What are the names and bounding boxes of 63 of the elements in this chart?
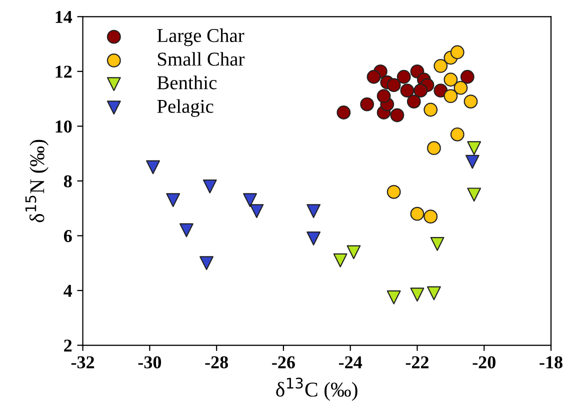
point [460, 70, 474, 84]
point [366, 70, 381, 84]
point [346, 245, 361, 260]
point [146, 160, 160, 174]
point [424, 210, 438, 224]
point [333, 253, 348, 268]
x-tick-label: -18 [540, 356, 562, 368]
point [434, 58, 448, 73]
x-tick-label: -28 [205, 356, 228, 368]
legend-label: Benthic [157, 76, 217, 90]
point [400, 84, 414, 98]
point [360, 97, 374, 112]
y-tick-label: 6 [64, 230, 72, 242]
point [250, 204, 264, 218]
point [386, 184, 401, 199]
point [180, 223, 194, 238]
point [467, 141, 482, 156]
point [410, 206, 424, 221]
point [467, 188, 482, 202]
point [410, 288, 424, 302]
y-tick-label: 14 [56, 10, 72, 23]
y-tick-label: 8 [64, 175, 72, 188]
x-tick-label: -30 [138, 356, 162, 368]
x-tick-label: -22 [406, 356, 428, 368]
point [427, 286, 441, 300]
point [386, 290, 401, 304]
x-tick-label: -26 [272, 356, 295, 368]
point [427, 141, 441, 156]
y-tick-label: 2 [64, 340, 72, 352]
legend-label: Small Char [158, 52, 245, 66]
point [306, 232, 321, 246]
x-tick-label: -24 [338, 356, 362, 368]
point [336, 106, 351, 120]
point [450, 127, 464, 142]
point [406, 94, 421, 108]
point [414, 84, 428, 98]
point [376, 89, 391, 104]
point [450, 45, 464, 60]
y-tick-label: 4 [64, 284, 72, 297]
point [166, 193, 180, 208]
x-tick-label: -20 [472, 356, 496, 368]
point [434, 84, 448, 98]
point [424, 102, 438, 117]
legend-label: Pelagic [157, 99, 214, 117]
point [464, 94, 478, 108]
y-tick-label: 12 [56, 66, 72, 78]
point [202, 179, 217, 194]
point [200, 256, 214, 270]
point [396, 70, 411, 84]
point [430, 236, 444, 251]
x-tick-label: -32 [71, 356, 94, 368]
point [243, 193, 257, 208]
y-axis-title: δ$^{15}$N (‰) [25, 140, 48, 222]
point [390, 108, 404, 122]
point [465, 154, 480, 169]
x-axis-title: δ$^{13}$C (‰) [276, 378, 358, 401]
point [444, 89, 458, 104]
point [454, 80, 468, 95]
point [306, 204, 321, 218]
point [444, 72, 458, 87]
y-tick-label: 10 [56, 120, 72, 133]
legend-label: Large Char [157, 28, 244, 46]
point [386, 78, 401, 92]
